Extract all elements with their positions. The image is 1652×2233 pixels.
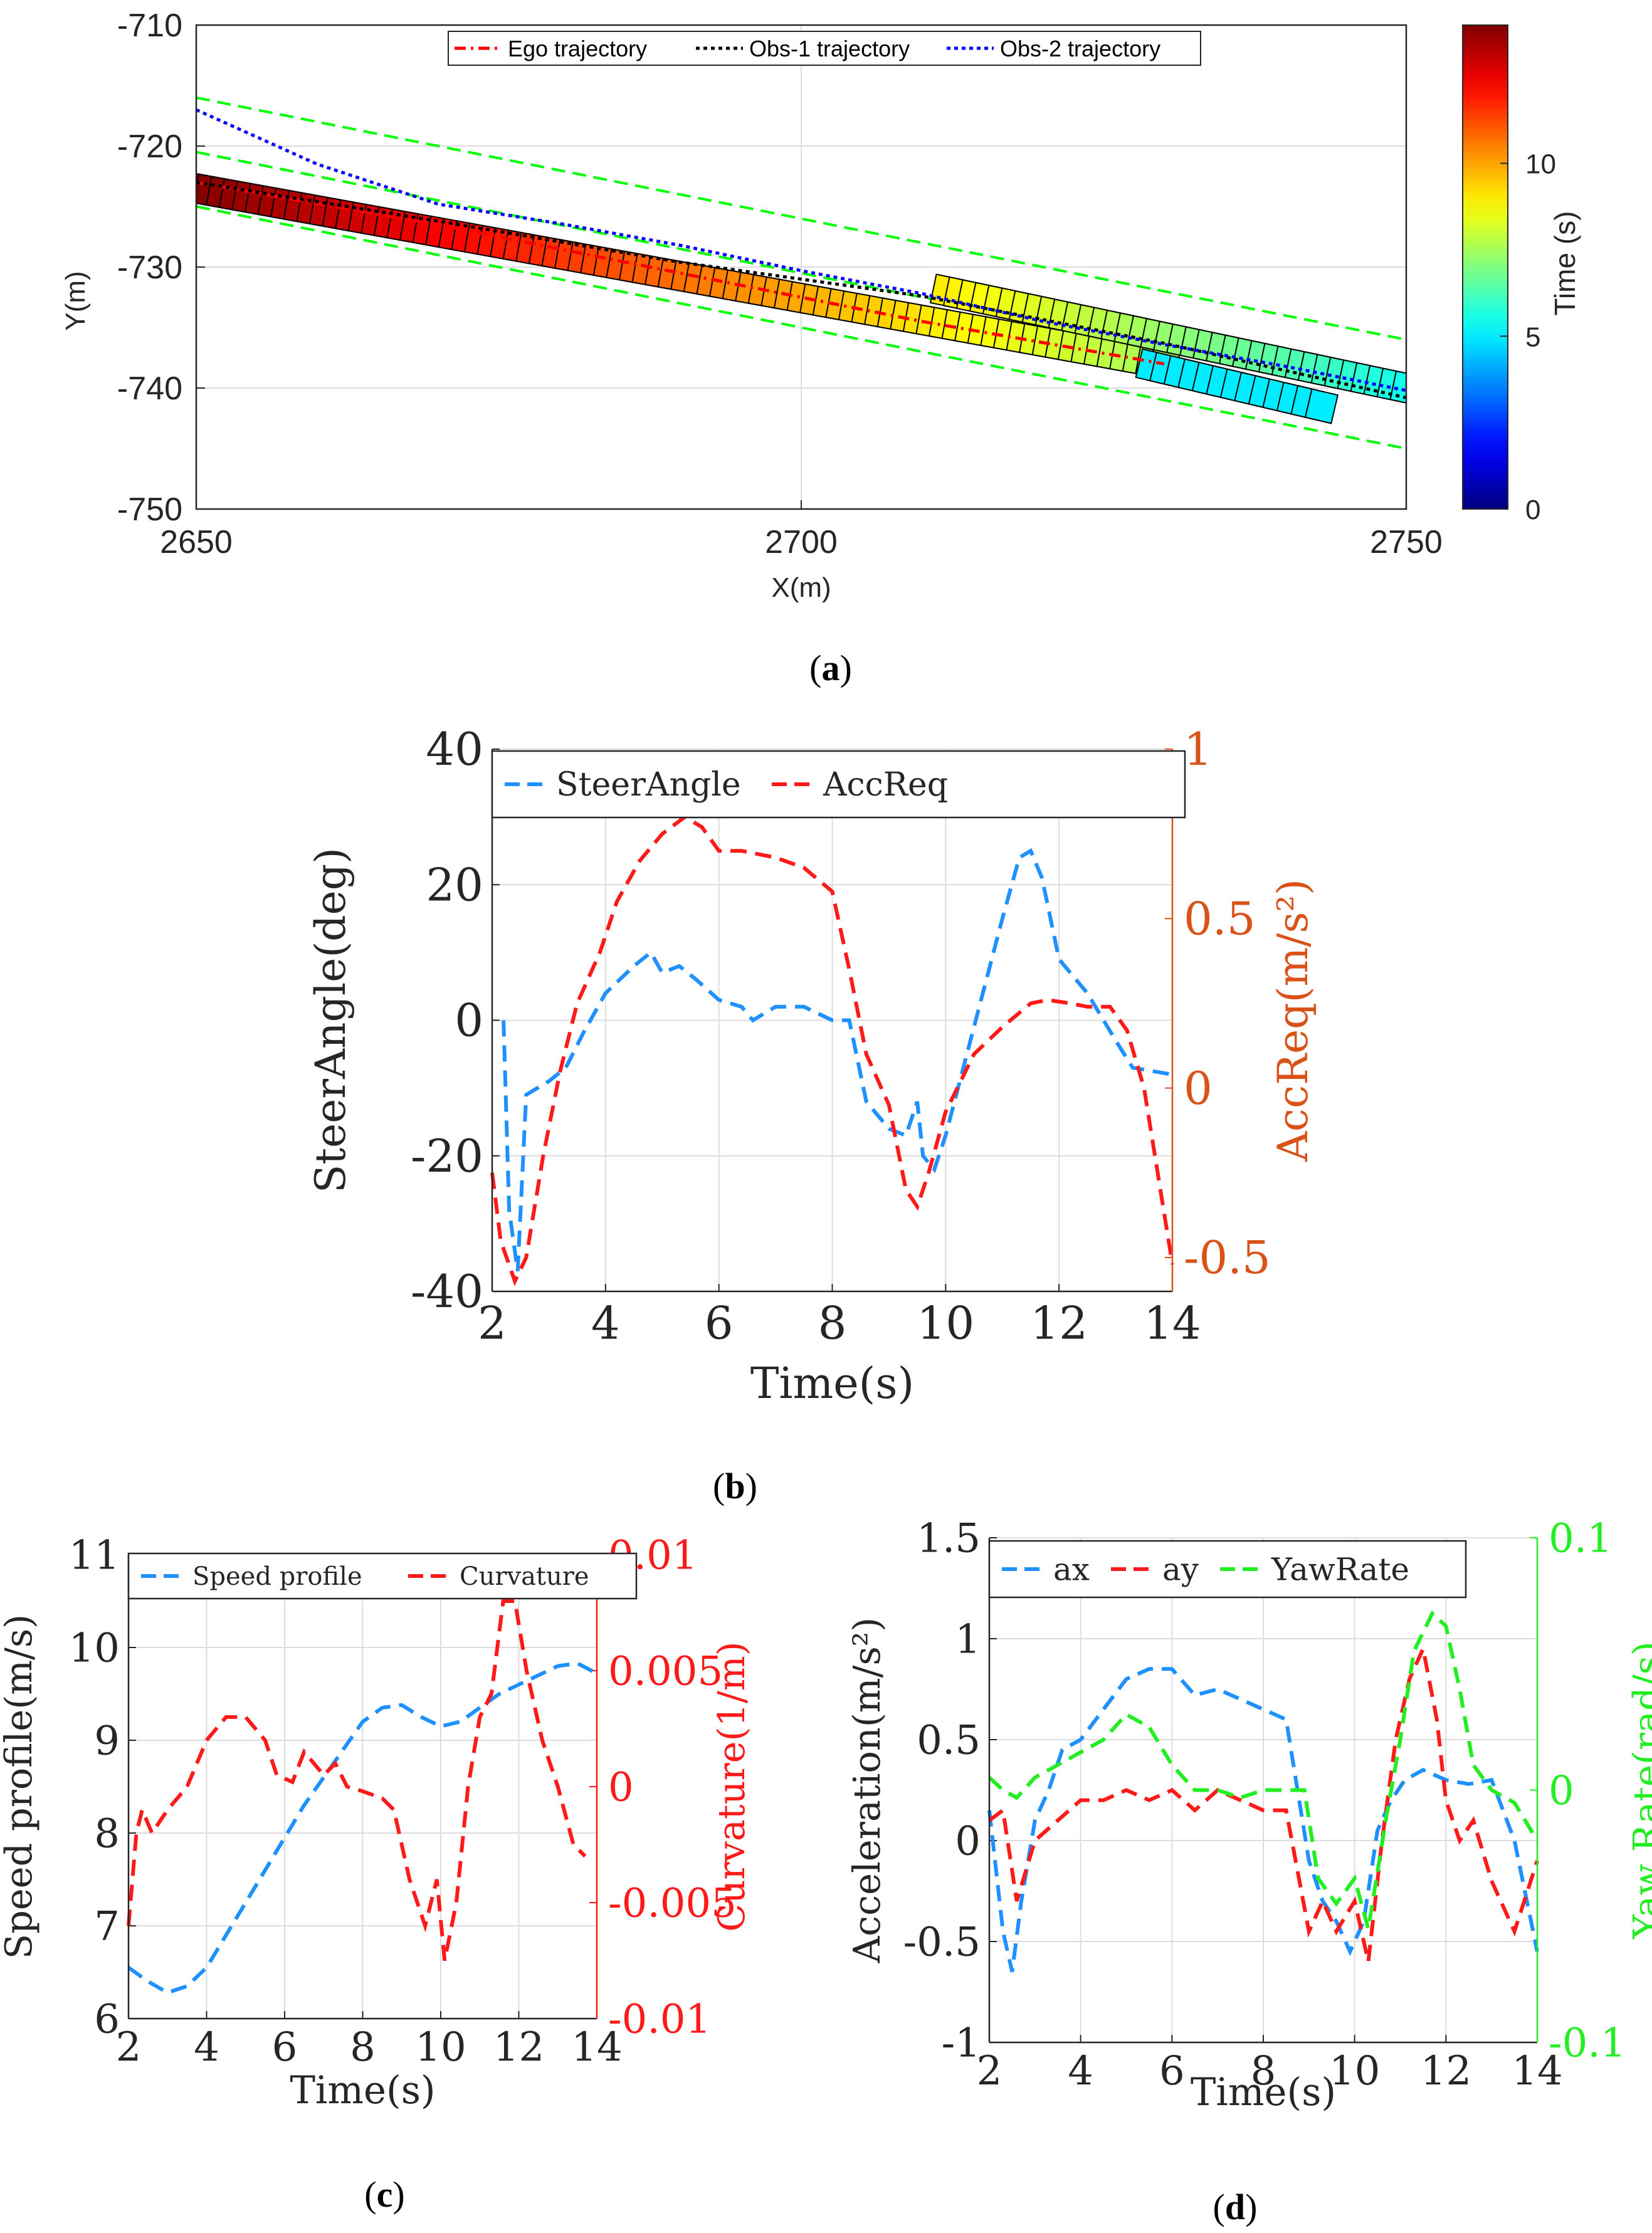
y2-tick-label: 0 (608, 1764, 634, 1810)
colorbar (1463, 25, 1508, 509)
y-axis-label: Y(m) (60, 271, 91, 330)
x-tick-label: 10 (1329, 2048, 1380, 2094)
legend-entry: Speed profile (192, 1562, 362, 1591)
y-axis-label: Speed profile(m/s) (0, 1614, 40, 1959)
caption-letter: d (1225, 2187, 1245, 2227)
x-tick-label: 12 (1421, 2048, 1471, 2094)
panel-caption: (a) (809, 648, 852, 688)
x-tick-label: 6 (705, 1297, 734, 1350)
legend-entry: ax (1053, 1552, 1090, 1588)
legend-entry: ay (1162, 1552, 1199, 1588)
y-tick-label: 20 (426, 858, 483, 911)
y2-axis-label: AccReq(m/s²) (1269, 879, 1317, 1162)
legend-entry: Obs-1 trajectory (749, 36, 910, 61)
y-tick-label: 40 (426, 723, 483, 775)
y-tick-label: -740 (117, 370, 182, 407)
legend-entry: Curvature (460, 1562, 589, 1591)
y-tick-label: 11 (69, 1532, 120, 1579)
legend-entry: AccReq (823, 766, 948, 804)
y2-tick-label: -0.5 (1184, 1231, 1271, 1284)
panel-caption: (b) (713, 1466, 757, 1506)
x-tick-label: 4 (591, 1297, 620, 1350)
y-axis-label: Acceleration(m/s²) (845, 1617, 888, 1964)
x-tick-label: 8 (350, 2024, 376, 2071)
x-tick-label: 14 (1144, 1297, 1201, 1350)
panel-caption: (c) (364, 2174, 404, 2215)
panel-caption: (d) (1213, 2187, 1258, 2227)
caption-letter: a (822, 648, 840, 688)
x-tick-label: 6 (272, 2024, 298, 2071)
y-tick-label: 6 (94, 1996, 120, 2042)
y2-tick-label: 0 (1184, 1062, 1213, 1115)
legend-entry: SteerAngle (556, 766, 741, 804)
y-tick-label: 0 (955, 1818, 981, 1864)
y-tick-label: -0.5 (903, 1919, 981, 1965)
y-tick-label: -40 (411, 1265, 483, 1318)
x-tick-label: 2700 (765, 524, 838, 560)
vehicle-box-obs2 (1305, 389, 1338, 424)
chart-b: 2 4 6 8 10 12 14 40 20 0 -20 -40 1 0.5 0 -0.5 Time(s) Ste… (307, 723, 1317, 1506)
y-tick-label: -720 (117, 129, 182, 165)
legend-entry: Obs-2 trajectory (1000, 36, 1160, 61)
y-tick-label: 0 (455, 994, 483, 1047)
y-tick-label: 8 (94, 1810, 120, 1857)
y2-axis-label: Curvature(1/m) (710, 1641, 753, 1931)
y-tick-label: -20 (411, 1130, 483, 1182)
figure: 2650 2700 2750 -710 -720 -730 -740 -750 X(m) Y(m)… (0, 0, 1652, 2230)
y2-tick-label: 0.5 (1184, 893, 1256, 945)
y-tick-label: 1 (955, 1616, 981, 1663)
x-axis-label: Time(s) (750, 1359, 914, 1409)
y-tick-label: 0.5 (917, 1717, 981, 1763)
colorbar-tick-label: 5 (1525, 322, 1540, 352)
y-axis-label: SteerAngle(deg) (307, 848, 355, 1193)
y2-axis-label: Yaw Rate(rad/s) (1625, 1641, 1652, 1940)
caption-letter: b (725, 1466, 745, 1506)
x-tick-label: 10 (415, 2024, 466, 2071)
colorbar-label: Time (s) (1549, 211, 1581, 316)
y2-tick-label: -0.01 (608, 1996, 711, 2042)
colorbar-tick-label: 0 (1525, 495, 1540, 525)
y-tick-label: 9 (94, 1718, 120, 1764)
y-tick-label: 10 (69, 1625, 120, 1671)
y2-tick-label: 1 (1184, 723, 1213, 775)
y-tick-label: -1 (942, 2020, 981, 2066)
legend-entry: Ego trajectory (508, 36, 647, 61)
x-tick-label: 12 (1030, 1297, 1088, 1350)
y2-tick-label: 0.1 (1549, 1515, 1613, 1562)
y-tick-label: 1.5 (917, 1515, 981, 1562)
x-tick-label: 4 (1068, 2048, 1093, 2094)
x-tick-label: 4 (194, 2024, 219, 2071)
y-tick-label: 7 (94, 1903, 120, 1950)
y2-tick-label: -0.1 (1549, 2020, 1626, 2066)
y-tick-label: -710 (117, 8, 182, 44)
chart-a: 2650 2700 2750 -710 -720 -730 -740 -750 X(m) Y(m)… (60, 8, 1581, 688)
y2-tick-label: 0.005 (608, 1648, 723, 1694)
x-tick-label: 6 (1159, 2048, 1185, 2094)
x-axis-label: Time(s) (1191, 2071, 1336, 2115)
x-axis-label: X(m) (771, 572, 831, 603)
colorbar-tick-label: 10 (1525, 149, 1556, 180)
y-tick-label: -730 (117, 250, 182, 286)
chart-c: 2 4 6 8 10 12 14111098760.010.0050-0.005-0.01T… (0, 1532, 753, 2215)
x-tick-label: 2650 (160, 524, 233, 560)
legend-entry: YawRate (1271, 1552, 1409, 1588)
chart-d: 2 4 6 8 10 12 14 1.5 1 0.5 0 -0.5 -1 0.1 0 -0.1 Time(s) A… (845, 1515, 1652, 2227)
y2-tick-label: 0 (1549, 1768, 1574, 1814)
x-tick-label: 10 (917, 1297, 975, 1350)
x-tick-label: 12 (493, 2024, 544, 2071)
x-tick-label: 2750 (1370, 524, 1443, 560)
x-tick-label: 8 (818, 1297, 847, 1350)
caption-letter: c (377, 2174, 393, 2215)
x-axis-label: Time(s) (290, 2069, 435, 2113)
y-tick-label: -750 (117, 491, 182, 528)
